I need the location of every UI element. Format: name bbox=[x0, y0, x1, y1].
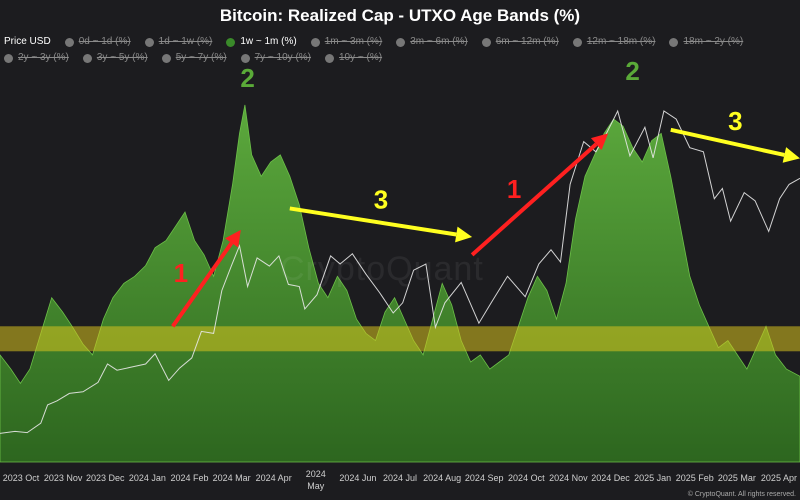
legend-label: 5y ~ 7y (%) bbox=[175, 52, 227, 63]
legend-label: 3m ~ 6m (%) bbox=[410, 36, 468, 47]
x-tick-label: 2024 Mar bbox=[213, 473, 251, 483]
area-series-1w-1m bbox=[0, 104, 800, 463]
legend-swatch-icon bbox=[4, 53, 13, 63]
x-tick-label: 2024 Apr bbox=[256, 473, 292, 483]
annotation-arrow-head-3 bbox=[590, 133, 609, 151]
legend-item[interactable]: 10y ~ (%) bbox=[325, 50, 382, 66]
legend-item[interactable]: Price USD bbox=[4, 34, 51, 50]
x-tick-label: 2025 Feb bbox=[676, 473, 714, 483]
annotation-arrow-head-2 bbox=[455, 226, 473, 243]
legend-item[interactable]: 0d ~ 1d (%) bbox=[64, 34, 131, 50]
legend-item[interactable]: 1m ~ 3m (%) bbox=[310, 34, 383, 50]
legend-item[interactable]: 2y ~ 3y (%) bbox=[4, 50, 69, 66]
annotation-arrow-shaft-3 bbox=[470, 142, 598, 257]
legend-item[interactable]: 5y ~ 7y (%) bbox=[161, 50, 227, 66]
x-tick-label: 2023 Dec bbox=[86, 473, 125, 483]
annotation-arrow-head-0 bbox=[225, 229, 241, 248]
annotation-label-4: 2 bbox=[625, 56, 639, 86]
legend-label: 0d ~ 1d (%) bbox=[78, 36, 131, 47]
legend-swatch-icon bbox=[240, 53, 250, 63]
x-tick-label: 2023 Nov bbox=[44, 473, 83, 483]
legend-label: 18m ~ 2y (%) bbox=[683, 36, 744, 47]
x-tick-label: 2024 May bbox=[306, 469, 326, 491]
legend-item[interactable]: 3y ~ 5y (%) bbox=[82, 50, 148, 66]
copyright-credit: © CryptoQuant. All rights reserved. bbox=[687, 491, 796, 498]
legend-swatch-icon bbox=[325, 53, 334, 63]
annotation-arrow-head-5 bbox=[782, 147, 800, 163]
legend-label: 3y ~ 5y (%) bbox=[96, 52, 148, 63]
legend-label: Price USD bbox=[4, 36, 51, 47]
legend-item[interactable]: 6m ~ 12m (%) bbox=[481, 34, 559, 50]
annotation-label-1: 2 bbox=[240, 63, 254, 93]
annotation-label-2: 3 bbox=[374, 185, 388, 215]
legend-swatch-icon bbox=[481, 37, 491, 47]
x-tick-label: 2024 Jul bbox=[383, 473, 417, 483]
legend-swatch-icon bbox=[161, 53, 171, 63]
x-tick-label: 2024 Sep bbox=[465, 473, 504, 483]
annotation-label-3: 1 bbox=[507, 174, 521, 204]
chart-title: Bitcoin: Realized Cap - UTXO Age Bands (… bbox=[219, 6, 581, 25]
annotation-arrow-shaft-5 bbox=[670, 127, 785, 157]
legend-swatch-icon bbox=[64, 37, 74, 47]
highlight-band bbox=[0, 326, 800, 352]
legend-item[interactable]: 3m ~ 6m (%) bbox=[396, 34, 468, 50]
legend-item[interactable]: 12m ~ 18m (%) bbox=[572, 34, 656, 50]
legend-label: 1w ~ 1m (%) bbox=[240, 36, 297, 47]
legend-item[interactable]: 18m ~ 2y (%) bbox=[669, 34, 743, 50]
legend-item[interactable]: 7y ~ 10y (%) bbox=[240, 50, 311, 66]
legend-label: 1d ~ 1w (%) bbox=[158, 36, 213, 47]
x-tick-label: 2024 Oct bbox=[508, 473, 545, 483]
legend-item[interactable]: 1w ~ 1m (%) bbox=[226, 34, 297, 50]
x-tick-label: 2024 Aug bbox=[423, 473, 461, 483]
x-tick-label: 2024 Jun bbox=[339, 473, 376, 483]
x-tick-label: 2025 Apr bbox=[761, 473, 797, 483]
legend-swatch-icon bbox=[396, 37, 406, 47]
legend-item[interactable]: 1d ~ 1w (%) bbox=[144, 34, 213, 50]
legend-swatch-icon bbox=[226, 37, 236, 47]
legend-swatch-icon bbox=[572, 37, 582, 47]
annotation-arrow-shaft-0 bbox=[171, 241, 234, 328]
legend-swatch-icon bbox=[82, 53, 92, 63]
annotation-label-0: 1 bbox=[174, 258, 188, 288]
legend-label: 1m ~ 3m (%) bbox=[324, 36, 383, 47]
x-tick-label: 2025 Jan bbox=[634, 473, 671, 483]
watermark: CryptoQuant bbox=[280, 250, 484, 288]
x-tick-label: 2024 Feb bbox=[170, 473, 208, 483]
x-tick-label: 2024 Jan bbox=[129, 473, 166, 483]
legend-label: 2y ~ 3y (%) bbox=[18, 52, 69, 63]
x-tick-label: 2023 Oct bbox=[3, 473, 40, 483]
legend-label: 6m ~ 12m (%) bbox=[495, 36, 559, 47]
chart-legend: Price USD 0d ~ 1d (%) 1d ~ 1w (%) 1w ~ 1m (… bbox=[4, 34, 800, 66]
annotation-arrow-shaft-2 bbox=[289, 206, 457, 237]
legend-swatch-icon bbox=[310, 37, 320, 47]
legend-swatch-icon bbox=[669, 37, 679, 47]
legend-label: 10y ~ (%) bbox=[339, 52, 383, 63]
legend-swatch-icon bbox=[144, 37, 154, 47]
legend-label: 7y ~ 10y (%) bbox=[254, 52, 311, 63]
annotation-label-5: 3 bbox=[728, 106, 742, 136]
x-tick-label: 2025 Mar bbox=[718, 473, 756, 483]
price-usd-line bbox=[0, 109, 800, 434]
legend-label: 12m ~ 18m (%) bbox=[586, 36, 656, 47]
x-tick-label: 2024 Dec bbox=[591, 473, 630, 483]
x-tick-label: 2024 Nov bbox=[549, 473, 588, 483]
